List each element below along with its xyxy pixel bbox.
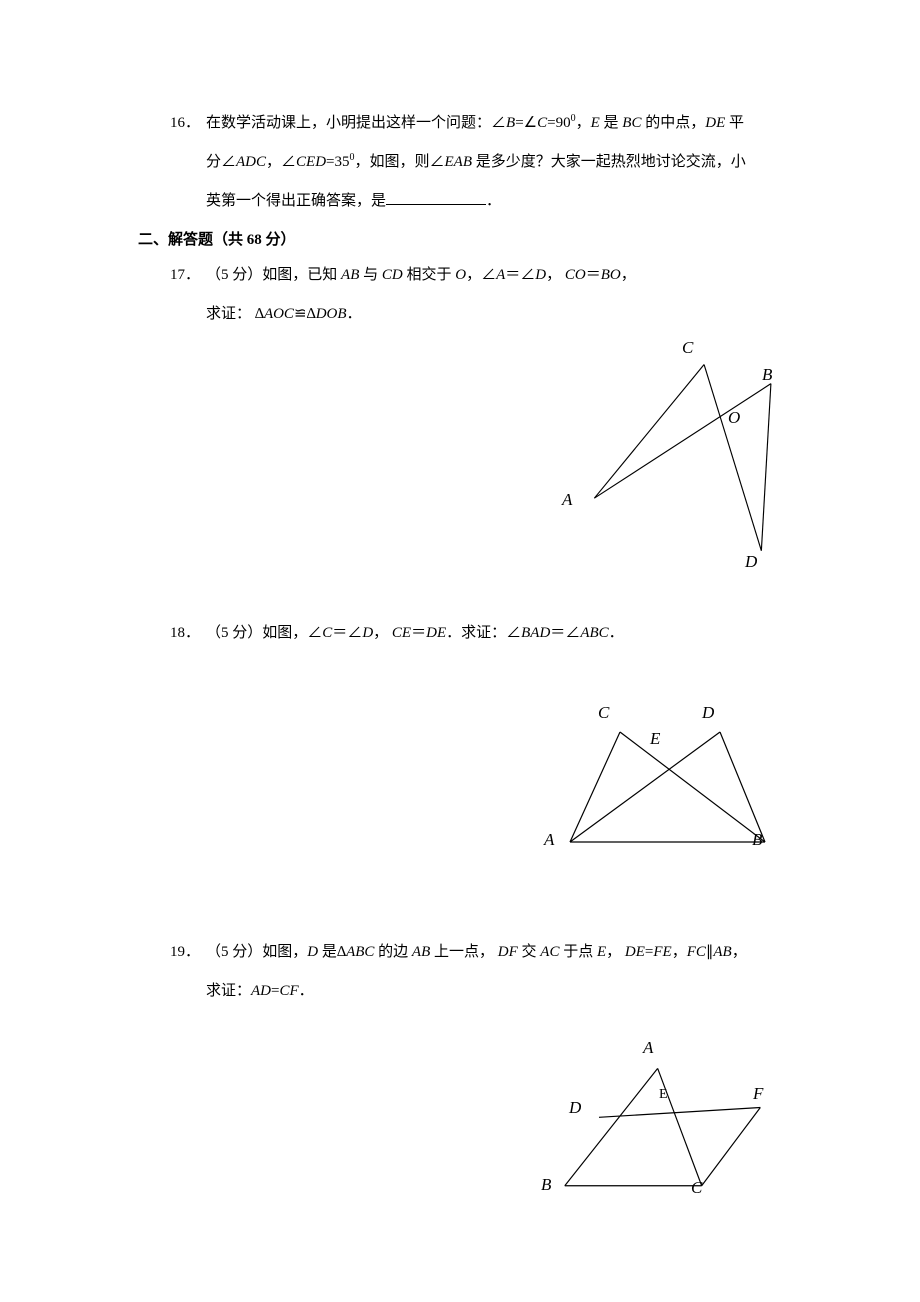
question-17: 17．（5 分）如图，已知 AB 与 CD 相交于 O，∠A＝∠D， CO＝BO… xyxy=(110,262,840,328)
label-A: A xyxy=(643,1033,653,1064)
label-C: C xyxy=(691,1173,702,1204)
section-2-header: 二、解答题（共 68 分） xyxy=(110,227,840,254)
q19-line1: 19．（5 分）如图，D 是∆ABC 的边 AB 上一点， DF 交 AC 于点… xyxy=(170,939,840,966)
label-E: E xyxy=(650,724,660,755)
label-B: B xyxy=(541,1170,551,1201)
q18-line1: 18．（5 分）如图，∠C＝∠D， CE＝DE．求证：∠BAD＝∠ABC． xyxy=(170,620,840,647)
label-D: D xyxy=(702,698,714,729)
label-A: A xyxy=(544,825,554,856)
q18-figure: A B C D E xyxy=(560,720,780,860)
q19-line2: 求证：AD=CF． xyxy=(170,978,840,1005)
label-D: D xyxy=(569,1093,581,1124)
question-19: 19．（5 分）如图，D 是∆ABC 的边 AB 上一点， DF 交 AC 于点… xyxy=(110,939,840,1005)
q19-number: 19． xyxy=(170,939,206,966)
label-E: E xyxy=(659,1082,668,1107)
q16-line1: 16．在数学活动课上，小明提出这样一个问题：∠B=∠C=900，E 是 BC 的… xyxy=(170,110,840,137)
question-16: 16．在数学活动课上，小明提出这样一个问题：∠B=∠C=900，E 是 BC 的… xyxy=(110,110,840,215)
q16-line2: 分∠ADC，∠CED=350，如图，则∠EAB 是多少度？大家一起热烈地讨论交流… xyxy=(170,149,840,176)
q18-number: 18． xyxy=(170,620,206,647)
blank-fill[interactable] xyxy=(386,190,486,205)
label-F: F xyxy=(753,1079,763,1110)
label-B: B xyxy=(752,825,762,856)
q17-number: 17． xyxy=(170,262,206,289)
label-C: C xyxy=(598,698,609,729)
q17-figure: A B C D O xyxy=(580,355,790,565)
q16-line3: 英第一个得出正确答案，是． xyxy=(170,188,840,215)
label-C: C xyxy=(682,333,693,364)
q19-figure: A B C D E F xyxy=(555,1055,775,1205)
q16-number: 16． xyxy=(170,110,206,137)
label-D: D xyxy=(745,547,757,578)
label-O: O xyxy=(728,403,740,434)
label-A: A xyxy=(562,485,572,516)
label-B: B xyxy=(762,360,772,391)
q17-line1: 17．（5 分）如图，已知 AB 与 CD 相交于 O，∠A＝∠D， CO＝BO… xyxy=(170,262,840,289)
question-18: 18．（5 分）如图，∠C＝∠D， CE＝DE．求证：∠BAD＝∠ABC． xyxy=(110,620,840,647)
q17-line2: 求证： ∆AOC≌∆DOB． xyxy=(170,301,840,328)
